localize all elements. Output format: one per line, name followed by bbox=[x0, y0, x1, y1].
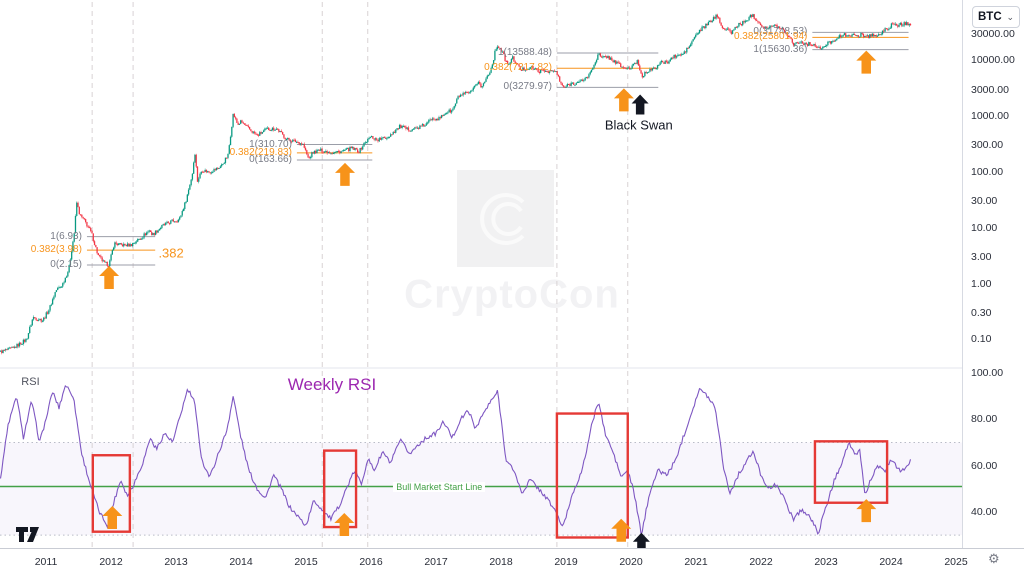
year-tick-label: 2011 bbox=[34, 556, 58, 568]
orange-up-arrow[interactable] bbox=[99, 266, 120, 289]
fib-level-label[interactable]: 0(31748.53) bbox=[753, 26, 808, 38]
price-tick-label: 10000.00 bbox=[971, 54, 1015, 67]
rsi-pane-title[interactable]: RSI bbox=[21, 376, 40, 389]
rsi-tick-label: 40.00 bbox=[971, 506, 998, 518]
price-tick-label: 300.00 bbox=[971, 139, 1004, 152]
price-tick-label: 1000.00 bbox=[971, 110, 1009, 123]
orange-up-arrow[interactable] bbox=[856, 499, 877, 523]
fib-level-label[interactable]: 0.382(7217.82) bbox=[484, 62, 552, 74]
rsi-tick-label: 60.00 bbox=[971, 459, 998, 472]
year-tick-label: 2015 bbox=[294, 556, 318, 568]
fib-level-label[interactable]: 0(3279.97) bbox=[503, 81, 552, 93]
year-tick-label: 2019 bbox=[554, 556, 578, 568]
symbol-label: BTC bbox=[978, 11, 1002, 23]
time-axis[interactable]: 2011 2012 2013 2014 2015 2016 2017 2018 2019 2020… bbox=[0, 548, 1024, 574]
black-up-arrow[interactable] bbox=[631, 94, 649, 115]
year-tick-label: 2013 bbox=[164, 556, 188, 568]
price-tick-label: 30000.00 bbox=[971, 27, 1015, 40]
orange-up-arrow[interactable] bbox=[335, 162, 355, 186]
fib-level-label[interactable]: 0.382(219.83) bbox=[229, 146, 292, 158]
year-tick-label: 2012 bbox=[99, 556, 123, 568]
black-swan-label[interactable]: Black Swan bbox=[604, 117, 673, 133]
year-tick-label: 2025 bbox=[944, 556, 968, 568]
year-tick-label: 2023 bbox=[814, 556, 838, 568]
fib-level-label[interactable]: 1(15630.36) bbox=[753, 43, 808, 55]
year-tick-label: 2021 bbox=[684, 556, 708, 568]
price-tick-label: 10.00 bbox=[971, 221, 998, 234]
orange-up-arrow[interactable] bbox=[611, 518, 632, 542]
price-axis[interactable]: 30000.00 10000.00 3000.00 1000.00 300.00 100.… bbox=[962, 0, 1024, 548]
price-tick-label: 3000.00 bbox=[971, 83, 1009, 96]
weekly-rsi-label[interactable]: Weekly RSI bbox=[287, 374, 377, 394]
orange-up-arrow[interactable] bbox=[613, 88, 634, 112]
rsi-highlight-box[interactable] bbox=[91, 454, 132, 533]
rsi-tick-label: 80.00 bbox=[971, 413, 998, 426]
black-up-arrow[interactable] bbox=[632, 532, 650, 553]
gear-icon[interactable]: ⚙ bbox=[988, 551, 1000, 566]
year-tick-label: 2022 bbox=[749, 556, 773, 568]
bull-market-start-label[interactable]: Bull Market Start Line bbox=[393, 481, 486, 492]
fib-level-label[interactable]: 1(6.93) bbox=[50, 230, 82, 242]
chevron-down-icon: ⌄ bbox=[1006, 11, 1014, 22]
fib-level-label[interactable]: 1(13588.48) bbox=[497, 46, 552, 58]
fib-382-side-label[interactable]: .382 bbox=[158, 245, 184, 261]
orange-up-arrow[interactable] bbox=[102, 506, 123, 529]
price-tick-label: 100.00 bbox=[971, 166, 1004, 178]
watermark-text: CryptoCon bbox=[404, 272, 620, 317]
price-tick-label: 1.00 bbox=[971, 277, 992, 290]
rsi-tick-label: 100.00 bbox=[971, 366, 1004, 379]
symbol-dropdown[interactable]: BTC ⌄ bbox=[972, 6, 1020, 28]
year-tick-label: 2024 bbox=[879, 556, 903, 568]
fib-level-label[interactable]: 0(163.66) bbox=[249, 154, 292, 166]
price-tick-label: 3.00 bbox=[971, 250, 992, 263]
tradingview-logo-icon[interactable] bbox=[16, 527, 46, 545]
orange-up-arrow[interactable] bbox=[856, 50, 877, 74]
fib-level-label[interactable]: 0(2.15) bbox=[50, 259, 82, 271]
year-tick-label: 2018 bbox=[489, 556, 513, 568]
cryptocon-c-icon bbox=[479, 192, 524, 245]
orange-up-arrow[interactable] bbox=[334, 513, 355, 536]
rsi-highlight-box[interactable] bbox=[813, 440, 889, 504]
price-tick-label: 30.00 bbox=[971, 195, 998, 208]
price-tick-label: 0.10 bbox=[971, 333, 992, 346]
rsi-line bbox=[0, 384, 912, 537]
watermark-logo bbox=[457, 170, 554, 267]
year-tick-label: 2014 bbox=[229, 556, 253, 568]
price-tick-label: 0.30 bbox=[971, 306, 992, 319]
fib-level-label[interactable]: 1(310.70) bbox=[249, 138, 292, 150]
year-tick-label: 2016 bbox=[359, 556, 383, 568]
year-tick-label: 2017 bbox=[424, 556, 448, 568]
rsi-highlight-box[interactable] bbox=[555, 412, 629, 539]
year-tick-label: 2020 bbox=[619, 556, 643, 568]
fib-level-label[interactable]: 0.382(3.98) bbox=[30, 244, 82, 256]
fib-level-label[interactable]: 0.382(25801.94) bbox=[733, 31, 808, 43]
